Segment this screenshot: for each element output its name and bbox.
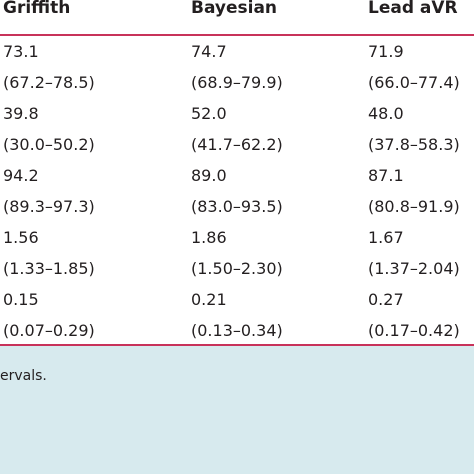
cell-lead-avr: 71.9	[368, 42, 404, 61]
table-row: (67.2–78.5) (68.9–79.9) (66.0–77.4)	[0, 69, 474, 97]
cell-griffith: (67.2–78.5)	[3, 73, 95, 92]
table-row: 94.2 89.0 87.1	[0, 162, 474, 190]
cell-lead-avr: (37.8–58.3)	[368, 135, 460, 154]
table-row: 73.1 74.7 71.9	[0, 38, 474, 66]
cell-lead-avr: (0.17–0.42)	[368, 321, 460, 340]
cell-griffith: 0.15	[3, 290, 39, 309]
table-row: 0.15 0.21 0.27	[0, 286, 474, 314]
cell-griffith: 94.2	[3, 166, 39, 185]
cell-lead-avr: 87.1	[368, 166, 404, 185]
table-row: (0.07–0.29) (0.13–0.34) (0.17–0.42)	[0, 317, 474, 345]
cell-griffith: (89.3–97.3)	[3, 197, 95, 216]
footnote-text: ervals.	[0, 368, 47, 384]
cell-griffith: 39.8	[3, 104, 39, 123]
cell-lead-avr: 48.0	[368, 104, 404, 123]
table-row: (89.3–97.3) (83.0–93.5) (80.8–91.9)	[0, 193, 474, 221]
cell-lead-avr: 0.27	[368, 290, 404, 309]
cell-bayesian: (68.9–79.9)	[191, 73, 283, 92]
cell-bayesian: (0.13–0.34)	[191, 321, 283, 340]
cell-lead-avr: (80.8–91.9)	[368, 197, 460, 216]
table-row: (30.0–50.2) (41.7–62.2) (37.8–58.3)	[0, 131, 474, 159]
table-row: 39.8 52.0 48.0	[0, 100, 474, 128]
cell-lead-avr: (66.0–77.4)	[368, 73, 460, 92]
footnote-box: ervals.	[0, 346, 474, 474]
cell-lead-avr: (1.37–2.04)	[368, 259, 460, 278]
cell-bayesian: 89.0	[191, 166, 227, 185]
cell-griffith: (1.33–1.85)	[3, 259, 95, 278]
cell-griffith: (30.0–50.2)	[3, 135, 95, 154]
table-row: 1.56 1.86 1.67	[0, 224, 474, 252]
table-header-row: Griffith Bayesian Lead aVR	[0, 0, 474, 32]
header-rule	[0, 34, 474, 36]
cell-bayesian: 74.7	[191, 42, 227, 61]
cell-bayesian: 0.21	[191, 290, 227, 309]
results-table: Griffith Bayesian Lead aVR 73.1 74.7 71.9 (…	[0, 0, 474, 346]
header-bayesian: Bayesian	[191, 0, 278, 18]
table-row: (1.33–1.85) (1.50–2.30) (1.37–2.04)	[0, 255, 474, 283]
cell-griffith: 1.56	[3, 228, 39, 247]
cell-bayesian: (1.50–2.30)	[191, 259, 283, 278]
cell-bayesian: 1.86	[191, 228, 227, 247]
cell-griffith: (0.07–0.29)	[3, 321, 95, 340]
header-griffith: Griffith	[3, 0, 71, 18]
cell-lead-avr: 1.67	[368, 228, 404, 247]
table-bottom-rule	[0, 344, 474, 346]
cell-bayesian: (83.0–93.5)	[191, 197, 283, 216]
header-lead-avr: Lead aVR	[368, 0, 458, 18]
cell-bayesian: (41.7–62.2)	[191, 135, 283, 154]
cell-bayesian: 52.0	[191, 104, 227, 123]
cell-griffith: 73.1	[3, 42, 39, 61]
